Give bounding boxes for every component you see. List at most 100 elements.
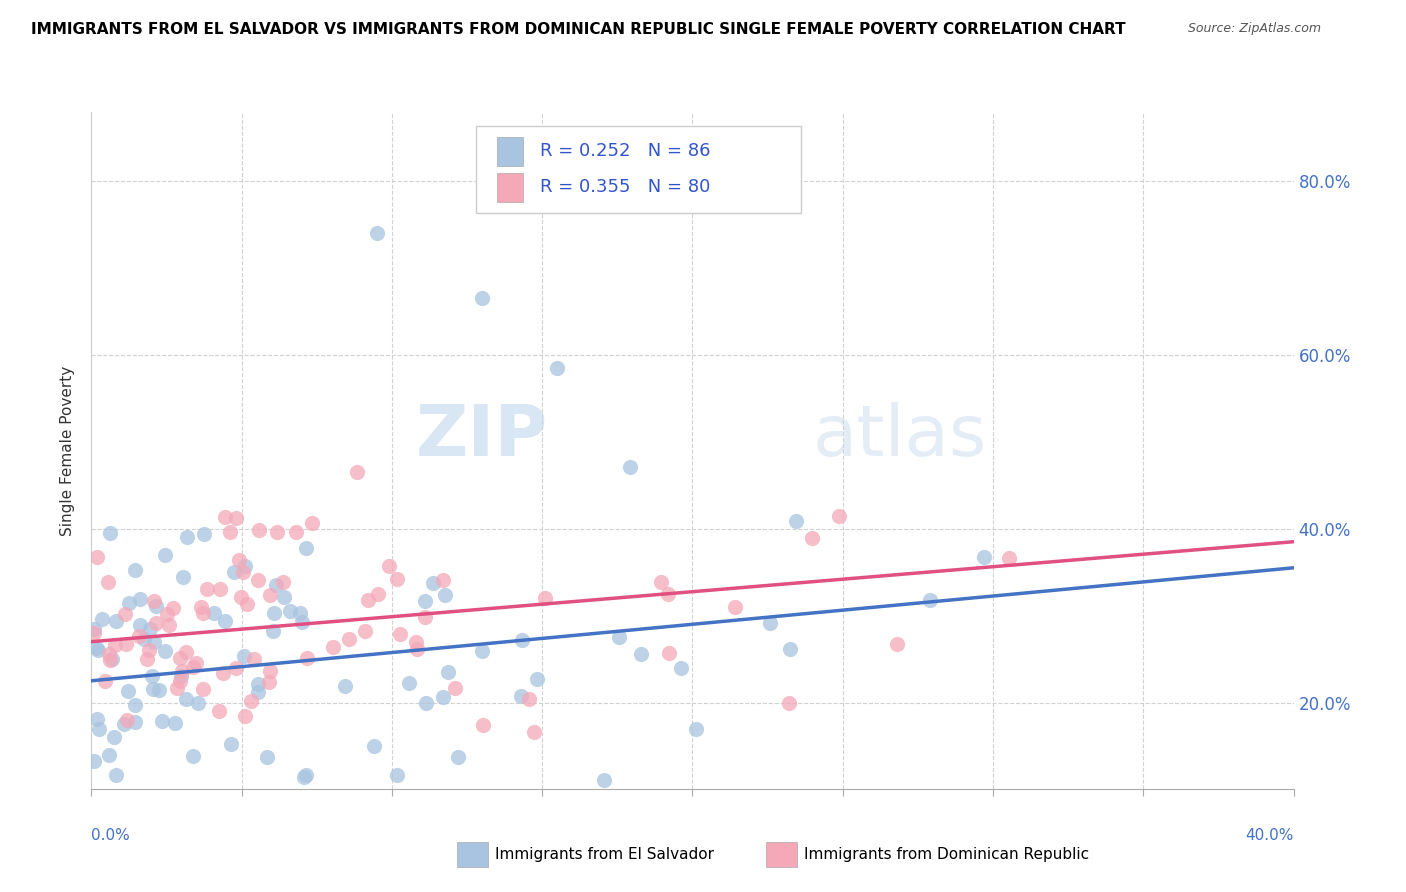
Point	[128, 629, 150, 643]
Point	[128, 618, 150, 632]
Point	[422, 575, 444, 590]
Point	[157, 618, 180, 632]
Point	[104, 638, 127, 652]
Point	[447, 750, 470, 764]
Point	[202, 606, 225, 620]
Point	[437, 665, 460, 680]
Point	[657, 587, 679, 601]
Point	[517, 692, 540, 706]
Point	[115, 713, 138, 727]
Point	[166, 681, 188, 695]
Point	[172, 570, 194, 584]
Point	[187, 696, 209, 710]
Point	[221, 847, 243, 862]
Point	[86, 712, 108, 726]
Point	[214, 509, 236, 524]
Point	[471, 717, 494, 731]
Point	[114, 607, 136, 622]
Point	[139, 622, 162, 636]
Point	[100, 653, 122, 667]
Point	[758, 616, 780, 631]
Text: 0.0%: 0.0%	[91, 829, 131, 843]
Point	[363, 739, 385, 753]
Point	[124, 563, 146, 577]
Point	[685, 722, 707, 736]
Point	[366, 226, 388, 240]
Point	[471, 291, 494, 305]
Point	[295, 768, 318, 782]
Point	[433, 588, 456, 602]
Point	[259, 674, 281, 689]
Point	[920, 593, 942, 607]
Point	[169, 673, 191, 688]
Point	[87, 723, 110, 737]
Point	[155, 548, 177, 562]
Point	[193, 527, 215, 541]
Point	[337, 632, 360, 646]
Point	[195, 582, 218, 597]
Point	[233, 559, 256, 574]
Point	[593, 772, 616, 787]
Text: R = 0.355   N = 80: R = 0.355 N = 80	[540, 178, 710, 195]
Point	[162, 600, 184, 615]
Point	[143, 593, 166, 607]
Point	[232, 566, 254, 580]
Point	[86, 549, 108, 564]
Point	[233, 709, 256, 723]
Point	[724, 600, 747, 615]
Point	[190, 599, 212, 614]
Point	[184, 656, 207, 670]
Point	[510, 689, 533, 703]
Point	[406, 642, 429, 657]
Point	[828, 509, 851, 524]
Point	[389, 627, 412, 641]
Text: Immigrants from El Salvador: Immigrants from El Salvador	[495, 847, 714, 862]
Point	[208, 704, 231, 718]
Point	[973, 550, 995, 565]
Point	[101, 652, 124, 666]
Point	[193, 681, 215, 696]
Bar	[496, 137, 523, 166]
Point	[413, 594, 436, 608]
Point	[117, 683, 139, 698]
Point	[385, 572, 408, 586]
Point	[669, 660, 692, 674]
Point	[112, 717, 135, 731]
Point	[91, 612, 114, 626]
Point	[170, 669, 193, 683]
Point	[297, 650, 319, 665]
Point	[658, 647, 681, 661]
Point	[294, 541, 316, 555]
Point	[510, 633, 533, 648]
Point	[142, 682, 165, 697]
Point	[143, 635, 166, 649]
Point	[546, 360, 568, 375]
Point	[405, 635, 427, 649]
Text: Immigrants from Dominican Republic: Immigrants from Dominican Republic	[804, 847, 1090, 862]
Point	[105, 615, 128, 629]
Point	[219, 525, 242, 540]
Text: atlas: atlas	[813, 402, 987, 471]
Point	[432, 574, 454, 588]
Text: IMMIGRANTS FROM EL SALVADOR VS IMMIGRANTS FROM DOMINICAN REPUBLIC SINGLE FEMALE : IMMIGRANTS FROM EL SALVADOR VS IMMIGRANT…	[31, 22, 1126, 37]
Point	[240, 694, 263, 708]
Point	[155, 644, 177, 658]
Point	[353, 624, 375, 639]
Point	[135, 652, 157, 666]
Point	[225, 510, 247, 524]
Point	[100, 526, 122, 541]
Point	[114, 637, 136, 651]
Point	[385, 768, 408, 782]
Point	[228, 553, 250, 567]
Point	[176, 530, 198, 544]
Point	[413, 610, 436, 624]
Point	[83, 754, 105, 768]
Point	[619, 459, 641, 474]
Point	[263, 607, 285, 621]
Point	[523, 724, 546, 739]
Point	[778, 696, 800, 710]
Point	[262, 624, 284, 639]
Point	[232, 648, 254, 663]
Point	[170, 664, 193, 678]
Point	[432, 690, 454, 704]
